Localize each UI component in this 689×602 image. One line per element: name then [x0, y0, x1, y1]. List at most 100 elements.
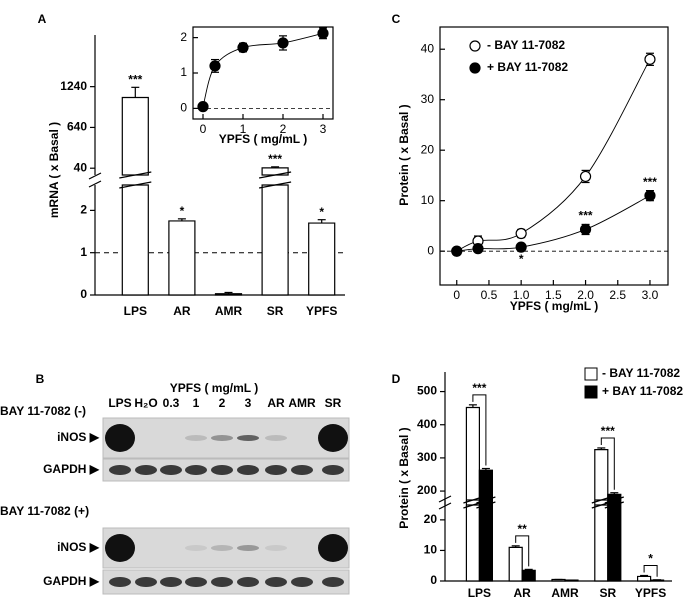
significance-bracket [515, 535, 530, 567]
bar [637, 575, 652, 582]
marker [644, 190, 656, 202]
legend-label: + BAY 11-7082 [487, 60, 568, 74]
blot-band [291, 465, 313, 475]
marker [515, 241, 527, 253]
y-tick-label: 0 [80, 287, 87, 301]
significance: *** [579, 209, 593, 223]
bar [478, 469, 493, 582]
y-tick-label: 1 [80, 245, 87, 259]
legend-swatch [584, 385, 598, 399]
axis-break [88, 172, 102, 180]
blot-band [185, 465, 207, 475]
significance: *** [128, 73, 142, 87]
y-tick-label: 300 [417, 450, 437, 464]
y-axis-label: Protein ( x Basal ) [397, 104, 411, 205]
blot-band [109, 465, 131, 475]
blot-band [237, 435, 259, 441]
y-tick-label: 0 [430, 573, 437, 587]
panel-letter: A [38, 12, 47, 26]
blot-band [211, 465, 233, 475]
panel-letter: C [392, 12, 401, 26]
blot-band [237, 545, 259, 551]
bar [508, 546, 523, 582]
x-axis-label: YPFS ( mg/mL ) [219, 132, 307, 146]
bar-break [258, 181, 292, 189]
significance: *** [472, 381, 486, 395]
lane-label: SR [325, 396, 342, 410]
y-tick-label: 0 [427, 243, 434, 257]
legend-label: + BAY 11-7082 [602, 384, 683, 398]
x-tick-label: YPFS [635, 586, 666, 600]
marker [515, 227, 527, 240]
x-tick-label: 1 [240, 122, 247, 136]
x-tick-label: AMR [215, 304, 243, 318]
blot-band [322, 465, 344, 475]
blot-band [135, 577, 157, 587]
bar-break [476, 501, 496, 509]
bar-break [119, 181, 152, 189]
panel-letter: B [36, 372, 45, 386]
lane-label: 2 [219, 396, 226, 410]
marker [277, 37, 289, 49]
bar-break [258, 171, 292, 179]
blot-band [265, 465, 287, 475]
x-tick-label: LPS [124, 304, 147, 318]
y-tick-label: 0 [180, 101, 187, 115]
bar [121, 96, 149, 296]
lane-label: LPS [108, 396, 131, 410]
axis-break [88, 180, 102, 188]
y-tick-label: 640 [67, 120, 87, 134]
lane-label: AR [267, 396, 285, 410]
x-tick-label: 3 [320, 122, 327, 136]
lane-group-label: YPFS ( mg/mL ) [170, 381, 258, 395]
blot-band [135, 465, 157, 475]
blot-band [211, 577, 233, 587]
legend-marker [469, 62, 481, 74]
marker [579, 170, 592, 183]
x-tick-label: 1.0 [513, 288, 530, 302]
significance-bracket [643, 564, 658, 577]
marker [317, 27, 329, 39]
blot-band [105, 424, 135, 452]
blot-band [105, 534, 135, 562]
legend-label: - BAY 11-7082 [602, 366, 680, 380]
y-tick-label: 40 [421, 41, 435, 55]
bar-break [476, 496, 496, 504]
x-tick-label: AMR [551, 586, 579, 600]
significance: *** [643, 175, 657, 189]
blot-band [160, 465, 182, 475]
marker [209, 60, 221, 72]
bar-break [604, 501, 624, 509]
blot-band [265, 545, 287, 551]
blot-band [237, 465, 259, 475]
y-tick-label: 400 [417, 417, 437, 431]
condition-label: BAY 11-7082 (+) [0, 504, 89, 518]
lane-label: H₂O [134, 396, 157, 410]
x-tick-label: 0 [453, 288, 460, 302]
significance: * [648, 552, 653, 566]
marker [197, 101, 209, 113]
y-tick-label: 1 [180, 65, 187, 79]
y-axis-label: mRNA ( x Basal ) [47, 122, 61, 218]
y-tick-label: 500 [417, 384, 437, 398]
blot-band [265, 577, 287, 587]
significance: ** [518, 522, 528, 536]
condition-label: BAY 11-7082 (-) [0, 404, 86, 418]
blot-band [185, 435, 207, 441]
blot-row-label: iNOS ▶ [57, 430, 100, 444]
y-tick-label: 200 [417, 483, 437, 497]
lane-label: 3 [245, 396, 252, 410]
blot-band [322, 577, 344, 587]
y-tick-label: 10 [421, 193, 435, 207]
blot-row-label: GAPDH ▶ [43, 462, 100, 476]
legend-swatch [584, 367, 598, 381]
lane-label: AMR [288, 396, 316, 410]
y-tick-label: 30 [421, 92, 435, 106]
blot-row-label: iNOS ▶ [57, 540, 100, 554]
blot-band [237, 577, 259, 587]
y-tick-label: 20 [424, 512, 438, 526]
x-tick-label: 0 [200, 122, 207, 136]
blot-band [265, 435, 287, 441]
significance: * [180, 204, 185, 218]
y-axis-label: Protein ( x Basal ) [397, 427, 411, 528]
